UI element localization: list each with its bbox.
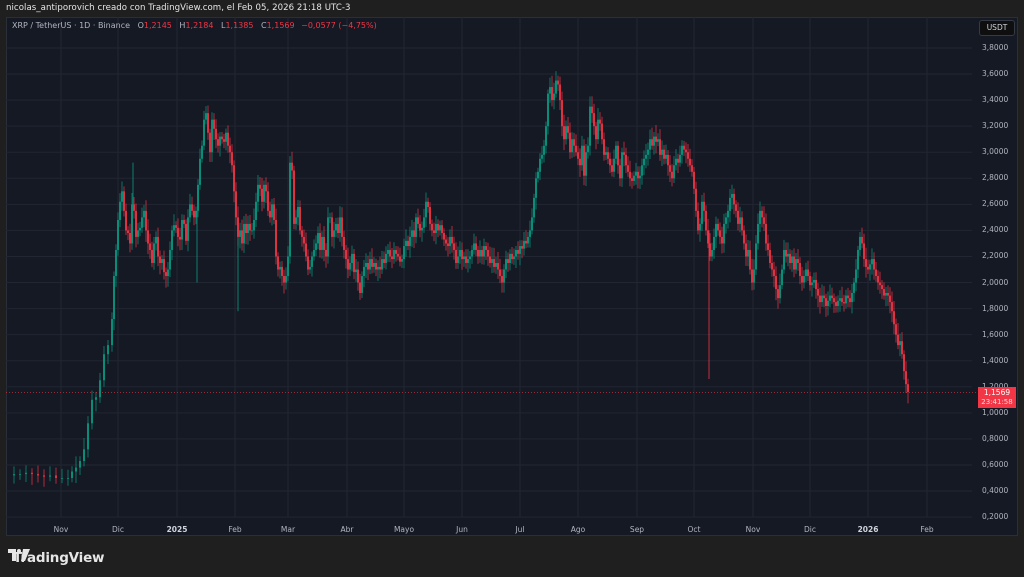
top-bar: nicolas_antiporovich creado con TradingV… xyxy=(0,0,1024,17)
price-axis-label: 3,8000 xyxy=(982,43,1009,52)
price-axis-label: 1,4000 xyxy=(982,355,1009,365)
close-value: 1,1569 xyxy=(266,21,295,30)
time-axis-label: 2025 xyxy=(166,525,188,534)
time-axis-label: Oct xyxy=(687,525,701,534)
open-value: 1,2145 xyxy=(143,21,172,30)
chart-plot-area[interactable] xyxy=(6,17,978,536)
time-axis-label: Ago xyxy=(570,525,586,534)
low-value: 1,1385 xyxy=(225,21,254,30)
price-axis-label: 0,8000 xyxy=(982,433,1009,443)
tradingview-brand[interactable]: TradingView xyxy=(13,550,105,566)
time-axis-label: Dic xyxy=(804,525,816,534)
price-axis-label: 0,2000 xyxy=(982,512,1009,522)
snapshot-caption: nicolas_antiporovich creado con TradingV… xyxy=(6,3,351,13)
time-axis-label: Jun xyxy=(456,525,468,534)
currency-button[interactable]: USDT xyxy=(979,20,1015,36)
high-value: 1,2184 xyxy=(185,21,214,30)
price-axis-label: 3,6000 xyxy=(982,69,1009,79)
price-axis-label: 0,4000 xyxy=(982,486,1009,496)
symbol-title[interactable]: XRP / TetherUS · 1D · Binance xyxy=(12,21,131,30)
price-axis-label: 2,4000 xyxy=(982,225,1009,235)
price-axis-label: 1,8000 xyxy=(982,303,1009,313)
last-price-badge: 1,1569 23:41:58 xyxy=(978,387,1016,408)
time-axis-label: 2026 xyxy=(857,525,879,534)
footer: TradingView xyxy=(8,549,105,567)
time-axis-label: Jul xyxy=(515,525,525,534)
time-axis-label: Nov xyxy=(745,525,761,534)
change-value: −0,0577 (−4,75%) xyxy=(301,21,377,30)
chart-frame xyxy=(6,17,1018,536)
price-axis-label: 1,2000 xyxy=(982,382,1022,391)
price-axis-label: 0,6000 xyxy=(982,459,1009,469)
price-axis-label: 3,0000 xyxy=(982,147,1009,157)
ohlc-legend: XRP / TetherUS · 1D · Binance O1,2145 H1… xyxy=(12,21,377,30)
price-axis-label: 1,0000 xyxy=(982,407,1009,417)
time-axis-label: Feb xyxy=(228,525,242,534)
price-axis-label: 3,2000 xyxy=(982,121,1009,131)
bar-countdown: 23:41:58 xyxy=(981,397,1013,406)
price-axis-label: 2,6000 xyxy=(982,199,1009,209)
price-axis-label: 2,0000 xyxy=(982,277,1009,287)
time-axis-label: Nov xyxy=(53,525,69,534)
price-axis-label: 2,8000 xyxy=(982,173,1009,183)
time-axis-label: Abr xyxy=(340,525,354,534)
price-axis-label: 2,2000 xyxy=(982,251,1009,261)
time-axis-label: Sep xyxy=(629,525,645,534)
time-axis-label: Feb xyxy=(920,525,934,534)
time-axis-label: Mar xyxy=(280,525,296,534)
price-axis-label: 3,4000 xyxy=(982,95,1009,105)
last-price-value: 1,1569 xyxy=(983,388,1011,397)
time-axis-label: Mayo xyxy=(393,525,415,534)
time-axis-label: Dic xyxy=(112,525,124,534)
price-axis-label: 1,6000 xyxy=(982,329,1009,339)
candlestick-chart[interactable] xyxy=(6,17,1018,536)
